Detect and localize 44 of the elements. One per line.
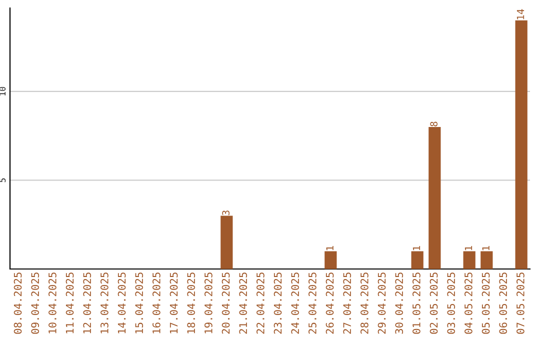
x-tick-label: 15.04.2025 — [135, 272, 144, 334]
data-label: 1 — [412, 246, 420, 250]
x-tick-label: 20.04.2025 — [222, 272, 230, 334]
x-tick-label: 24.04.2025 — [291, 272, 300, 334]
x-tick-label: 09.04.2025 — [31, 272, 40, 334]
bar — [480, 251, 493, 269]
x-tick-label: 26.04.2025 — [326, 272, 334, 334]
x-tick-label: 12.04.2025 — [83, 272, 92, 334]
x-tick-label: 25.04.2025 — [308, 272, 316, 334]
x-tick-label: 30.04.2025 — [395, 272, 404, 334]
x-tick-label: 02.05.2025 — [430, 272, 438, 334]
x-tick-label: 01.05.2025 — [412, 272, 420, 334]
x-tick-label: 07.05.2025 — [516, 272, 524, 334]
x-tick-label: 28.04.2025 — [360, 272, 368, 334]
data-label: 14 — [516, 9, 524, 20]
data-label: 8 — [430, 122, 438, 126]
data-label: 1 — [482, 246, 490, 250]
x-tick-label: 22.04.2025 — [256, 272, 264, 334]
bar — [463, 251, 476, 269]
x-tick-label: 13.04.2025 — [100, 272, 108, 334]
bar — [324, 251, 337, 269]
x-tick-label: 16.04.2025 — [152, 272, 160, 334]
data-label: 1 — [326, 246, 334, 250]
x-tick-label: 08.04.2025 — [14, 272, 22, 334]
bar — [411, 251, 424, 269]
x-tick-label: 06.05.2025 — [499, 272, 508, 334]
x-tick-label: 14.04.2025 — [118, 272, 126, 334]
x-tick-label: 27.04.2025 — [343, 272, 352, 334]
x-tick-label: 05.05.2025 — [482, 272, 490, 334]
x-tick-label: 11.04.2025 — [66, 272, 74, 334]
bar — [428, 126, 441, 269]
x-tick-label: 21.04.2025 — [239, 272, 248, 334]
x-tick-label: 03.05.2025 — [447, 272, 456, 334]
x-tick-label: 23.04.2025 — [274, 272, 282, 334]
bar — [515, 20, 528, 269]
data-label: 3 — [222, 210, 230, 216]
data-label: 1 — [464, 246, 472, 250]
x-tick-label: 10.04.2025 — [48, 272, 56, 334]
x-tick-label: 17.04.2025 — [170, 272, 178, 334]
bar — [220, 216, 233, 269]
x-tick-label: 04.05.2025 — [464, 272, 472, 334]
x-tick-label: 19.04.2025 — [204, 272, 212, 334]
x-tick-label: 18.04.2025 — [187, 272, 196, 334]
x-tick-label: 29.04.2025 — [378, 272, 386, 334]
